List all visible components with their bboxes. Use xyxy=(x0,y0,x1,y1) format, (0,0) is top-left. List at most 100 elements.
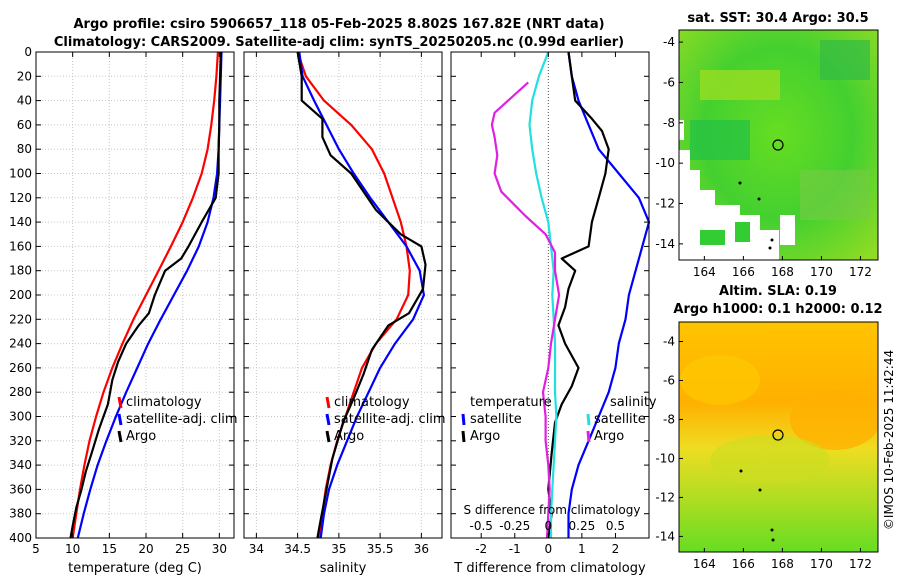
series-line-climatology xyxy=(71,51,219,539)
x-tick-label: 36 xyxy=(414,542,429,556)
y-tick-label: 400 xyxy=(9,531,32,545)
legend-label: satellite-adj. clim xyxy=(126,412,238,427)
y-tick-label: 160 xyxy=(9,239,32,253)
sst-patch xyxy=(800,170,870,220)
legend-label: satellite-adj. clim xyxy=(334,412,446,427)
series-line-temperature-argo xyxy=(547,51,610,539)
map-y-tick-label: -12 xyxy=(655,490,675,504)
y-tick-label: 280 xyxy=(9,385,32,399)
y-tick-label: 180 xyxy=(9,264,32,278)
x-tick-label: 35.5 xyxy=(367,542,394,556)
legend-label: climatology xyxy=(126,395,202,410)
sst-patch xyxy=(820,40,870,80)
x-tick-label: 10 xyxy=(65,542,80,556)
series-line-salinity-satellite xyxy=(528,51,558,538)
sal-x-tick-label: 0 xyxy=(545,519,553,533)
y-tick-label: 320 xyxy=(9,434,32,448)
map-y-tick-label: -14 xyxy=(655,529,675,543)
island-dot xyxy=(758,488,762,492)
y-tick-label: 340 xyxy=(9,458,32,472)
y-tick-label: 360 xyxy=(9,482,32,496)
map-x-tick-label: 164 xyxy=(693,557,716,571)
series-line-satellite-adj-clim xyxy=(298,51,425,539)
legend-label: Argo xyxy=(594,429,624,444)
x-tick-label: 34 xyxy=(249,542,264,556)
sal-x-tick-label: -0.25 xyxy=(499,519,530,533)
figure-title-line2: Climatology: CARS2009. Satellite-adj cli… xyxy=(54,35,624,50)
legend-heading-temperature: temperature xyxy=(470,395,552,410)
map-y-tick-label: -4 xyxy=(663,35,675,49)
x-tick-label: 34.5 xyxy=(284,542,311,556)
x-tick-label: -1 xyxy=(509,542,521,556)
map-x-tick-label: 170 xyxy=(810,265,833,279)
series-line-climatology xyxy=(296,51,411,539)
island-dot xyxy=(738,181,742,185)
y-tick-label: 100 xyxy=(9,167,32,181)
legend-swatch xyxy=(325,430,331,443)
sla-patch xyxy=(790,390,878,450)
legend-label: climatology xyxy=(334,395,410,410)
sal-x-axis-label: S difference from climatology xyxy=(464,503,641,517)
map-x-tick-label: 164 xyxy=(693,265,716,279)
y-tick-label: 260 xyxy=(9,361,32,375)
figure-title-line1: Argo profile: csiro 5906657_118 05-Feb-2… xyxy=(73,17,604,32)
series-line-temperature-satellite xyxy=(567,51,651,538)
sst-map-frame xyxy=(678,29,879,261)
map-x-tick-label: 166 xyxy=(732,557,755,571)
x-tick-label: 1 xyxy=(578,542,586,556)
x-tick-label: 2 xyxy=(612,542,620,556)
sst-patch xyxy=(700,70,780,100)
sst-cloud-mask xyxy=(679,120,684,140)
island-dot xyxy=(739,469,743,473)
x-axis-label: salinity xyxy=(320,561,367,576)
legend-heading-salinity: salinity xyxy=(610,395,657,410)
sst-map: sat. SST: 30.4 Argo: 30.5 164 166 168 170 17… xyxy=(655,11,879,279)
legend-swatch xyxy=(461,430,466,443)
sal-x-tick-label: -0.5 xyxy=(469,519,492,533)
argo-position-marker xyxy=(772,429,784,441)
legend-swatch xyxy=(461,413,466,426)
temperature-panel: 5 10 15 20 25 30 temperature (deg C) 0 20 40 60 80 1… xyxy=(9,45,238,576)
map-y-tick-label: -4 xyxy=(663,334,675,348)
x-tick-label: 20 xyxy=(138,542,153,556)
island-dot xyxy=(770,238,774,242)
map-x-tick-label: 168 xyxy=(771,265,794,279)
sla-map-frame xyxy=(678,321,879,553)
sla-patch xyxy=(710,435,830,485)
y-tick-label: 300 xyxy=(9,410,32,424)
island-dot xyxy=(770,528,774,532)
legend-swatch xyxy=(586,430,591,443)
y-tick-label: 20 xyxy=(17,69,32,83)
y-tick-label: 240 xyxy=(9,337,32,351)
y-tick-label: 40 xyxy=(17,94,32,108)
sal-x-tick-label: 0.5 xyxy=(606,519,625,533)
map-y-tick-label: -14 xyxy=(655,237,675,251)
legend-swatch xyxy=(117,413,123,426)
map-y-tick-label: -10 xyxy=(655,451,675,465)
sst-patch xyxy=(735,222,750,242)
legend-swatch xyxy=(117,430,123,443)
sst-patch xyxy=(690,120,750,160)
sst-cloud-mask xyxy=(780,215,795,245)
legend-label: satellite xyxy=(594,412,646,427)
sla-map-title-line2: Argo h1000: 0.1 h2000: 0.12 xyxy=(673,302,882,317)
island-dot xyxy=(771,538,775,542)
x-tick-label: 15 xyxy=(102,542,117,556)
island-dot xyxy=(768,246,772,250)
x-tick-label: 0 xyxy=(545,542,553,556)
map-y-tick-label: -6 xyxy=(663,373,675,387)
map-x-tick-label: 166 xyxy=(732,265,755,279)
argo-position-marker xyxy=(772,139,784,151)
y-tick-label: 380 xyxy=(9,507,32,521)
x-tick-label: -2 xyxy=(475,542,487,556)
y-tick-label: 120 xyxy=(9,191,32,205)
x-axis-label: temperature (deg C) xyxy=(68,561,202,576)
map-y-tick-label: -8 xyxy=(663,116,675,130)
y-tick-label: 220 xyxy=(9,312,32,326)
legend-label: Argo xyxy=(470,429,500,444)
legend-swatch xyxy=(117,396,123,409)
x-tick-label: 30 xyxy=(212,542,227,556)
salinity-panel: 34 34.5 35 35.5 36 salinity climatology satelli… xyxy=(243,51,446,576)
legend-label: satellite xyxy=(470,412,522,427)
